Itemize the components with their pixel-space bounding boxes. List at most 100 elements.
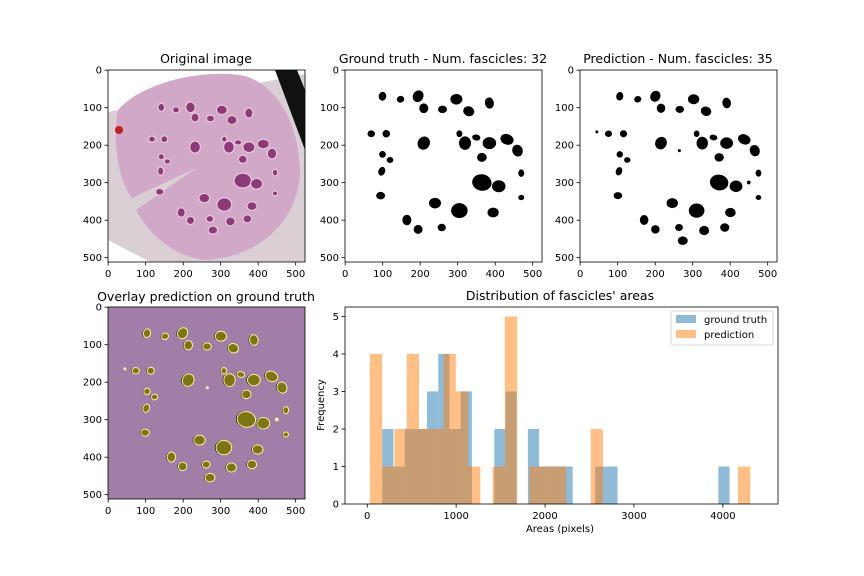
stained-fascicle [157, 102, 166, 112]
fascicle-blob [484, 97, 494, 109]
histogram-bar [468, 466, 481, 504]
fascicle-blob [725, 207, 736, 218]
image-frame [579, 69, 778, 263]
histogram-bar [369, 353, 383, 504]
x-tick-label: 400 [486, 269, 505, 280]
stained-fascicle [185, 215, 196, 226]
histogram-bar [406, 353, 419, 504]
fascicle-blob [214, 330, 228, 342]
fascicle-blob [675, 223, 683, 232]
histogram-ylabel: Frequency [316, 379, 327, 431]
fascicle-blob [472, 134, 481, 141]
y-tick-label: 100 [555, 103, 574, 114]
fascicle-blob [160, 332, 170, 340]
stained-fascicle [157, 153, 165, 161]
fascicle-blob [215, 440, 233, 456]
fascicle-blob [379, 151, 386, 158]
fascicle-blob [619, 130, 628, 138]
x-tick-label: 200 [646, 269, 665, 280]
x-tick-label: 0 [105, 269, 111, 280]
fascicle-blob [376, 191, 386, 200]
stained-fascicle [237, 154, 248, 164]
fascicle-blob [123, 367, 127, 371]
histogram-bar [606, 466, 618, 504]
ground-truth-mask [345, 70, 542, 262]
fascicle-blob [729, 180, 743, 192]
overlay-fascicles [123, 327, 290, 483]
fascicle-blob [225, 462, 237, 473]
histogram-bar [541, 466, 554, 504]
stained-fascicle [198, 192, 211, 204]
fascicle-blob [722, 97, 731, 109]
x-tick-label: 200 [174, 269, 193, 280]
hist-y-tick-label: 2 [333, 424, 339, 435]
fascicle-blob [487, 207, 499, 218]
fascicle-blob [396, 95, 405, 103]
stained-fascicle [148, 135, 156, 143]
histogram-bar [394, 428, 407, 504]
stained-fascicle [242, 214, 253, 224]
x-tick-label: 0 [577, 269, 583, 280]
fascicle-blob [616, 151, 623, 158]
fascicle-blob [150, 393, 159, 401]
fascicle-blob [142, 328, 152, 339]
fascicle-blob [131, 367, 140, 375]
fascicle-blob [282, 431, 290, 438]
stained-fascicle [256, 138, 271, 150]
ground-truth-fascicles [367, 90, 525, 234]
x-tick-label: 300 [211, 269, 230, 280]
x-tick-label: 500 [523, 269, 542, 280]
stained-fascicle [215, 104, 228, 116]
nerve-tissue [115, 73, 300, 260]
predicted-fascicles [595, 90, 762, 245]
stained-fascicle [185, 101, 196, 114]
y-tick-label: 500 [320, 253, 339, 264]
x-tick-label: 300 [211, 506, 230, 517]
fascicle-blob [438, 105, 447, 114]
stained-fascicle [226, 115, 238, 126]
histogram-bar [553, 466, 567, 504]
y-tick-label: 100 [320, 103, 339, 114]
fascicle-blob [386, 157, 394, 163]
fascicle-blob [201, 460, 211, 469]
fascicle-blob [709, 174, 729, 191]
fascicle-blob [512, 144, 523, 157]
prediction-title: Prediction - Num. fascicles: 35 [583, 51, 773, 66]
y-tick-label: 300 [83, 415, 102, 426]
fascicle-blob [246, 459, 258, 470]
histogram-bar [492, 466, 505, 504]
fascicle-blob [675, 105, 685, 113]
stained-fascicle [220, 135, 228, 143]
y-tick-label: 300 [320, 178, 339, 189]
fascicle-blob [477, 152, 487, 162]
y-tick-label: 400 [555, 216, 574, 227]
x-tick-label: 300 [448, 269, 467, 280]
hist-x-tick-label: 1000 [443, 511, 468, 522]
fascicle-blob [378, 166, 386, 176]
fascicle-blob [402, 214, 412, 226]
stained-fascicle [176, 207, 186, 218]
legend-swatch-ground-truth [676, 315, 696, 323]
fascicle-blob [274, 417, 279, 422]
stained-fascicle [216, 197, 233, 212]
fascicle-blob [437, 223, 446, 232]
fascicle-blob [367, 130, 375, 138]
fascicle-blob [227, 343, 240, 354]
fascicle-blob [382, 130, 390, 138]
fascicle-blob [412, 90, 424, 103]
fascicle-blob [720, 137, 734, 149]
fascicle-blob [482, 137, 497, 150]
y-tick-label: 100 [83, 103, 102, 114]
stained-fascicle [233, 139, 243, 146]
fascicle-blob [223, 373, 236, 388]
fascicle-blob [205, 386, 209, 390]
fascicle-blob [634, 96, 642, 103]
fascicle-blob [714, 153, 724, 162]
legend-box [670, 310, 774, 346]
x-tick-label: 400 [249, 269, 268, 280]
fascicle-blob [417, 136, 430, 150]
fascicle-blob [204, 472, 216, 483]
x-tick-label: 100 [373, 269, 392, 280]
stained-fascicle [205, 114, 216, 123]
